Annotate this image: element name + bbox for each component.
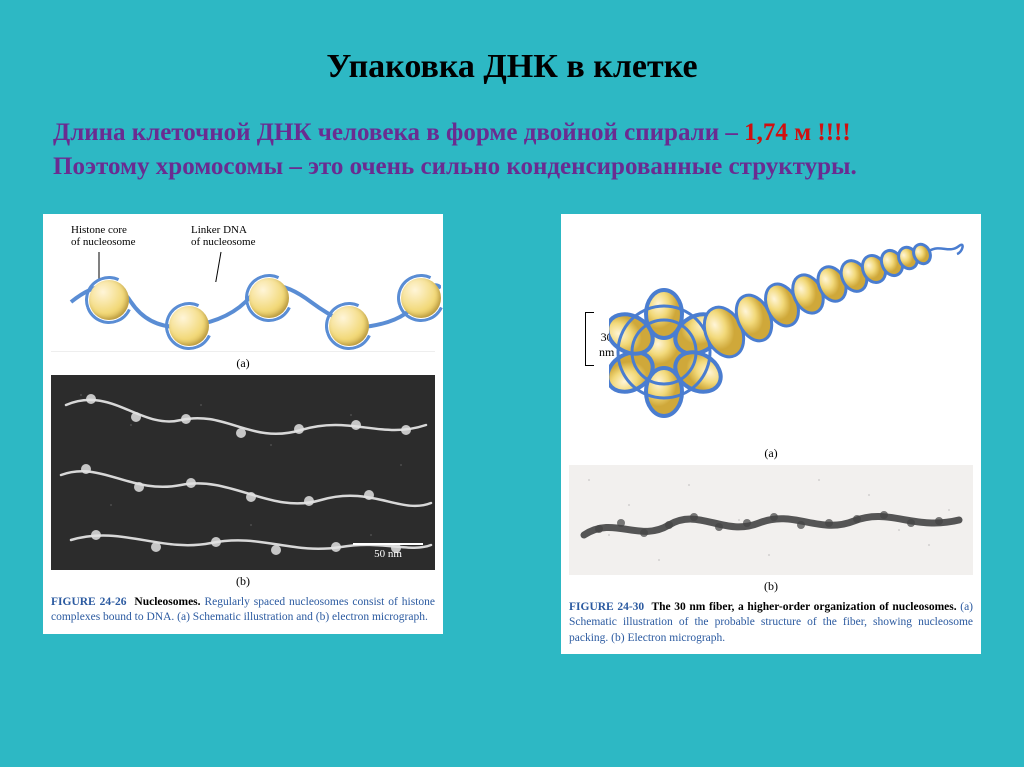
em-fiber [569,465,973,575]
nucleosome-bead [329,306,369,346]
figures-row: Histone core of nucleosome Linker DNA of… [43,214,981,655]
figure-left-panel-a: Histone core of nucleosome Linker DNA of… [51,222,435,352]
em-micrograph [51,375,435,570]
figure-right-caption: FIGURE 24-30 The 30 nm fiber, a higher-o… [569,600,973,647]
figure-right: 30 nm [561,214,981,655]
nucleosome-bead [169,306,209,346]
scale-bar-50nm: 50 nm [353,543,423,560]
slide-title: Упаковка ДНК в клетке [35,48,989,86]
figure-left-panel-b: 50 nm [51,375,435,570]
subtitle: Длина клеточной ДНК человека в форме дво… [53,116,971,184]
nucleosome-bead [401,278,441,318]
panel-b-label: (b) [569,579,973,594]
fiber-illustration [609,232,969,442]
subtitle-red-value: 1,74 м !!!! [744,119,851,146]
nucleosome-row [61,274,425,334]
panel-a-label: (a) [51,356,435,371]
scale-bar-30nm: 30 nm [585,312,595,366]
nucleosome-bead [249,278,289,318]
panel-b-label: (b) [51,574,435,589]
panel-a-label: (a) [569,446,973,461]
pointer-lines [51,222,435,282]
slide: Упаковка ДНК в клетке Длина клеточной ДН… [0,0,1024,767]
nucleosome-bead [89,280,129,320]
figure-left: Histone core of nucleosome Linker DNA of… [43,214,443,634]
figure-left-caption: FIGURE 24-26 Nucleosomes. Regularly spac… [51,595,435,626]
figure-right-panel-b [569,465,973,575]
subtitle-line1: Длина клеточной ДНК человека в форме дво… [53,119,744,146]
subtitle-line2: Поэтому хромосомы – это очень сильно кон… [53,153,857,180]
figure-right-panel-a: 30 nm [569,222,973,442]
